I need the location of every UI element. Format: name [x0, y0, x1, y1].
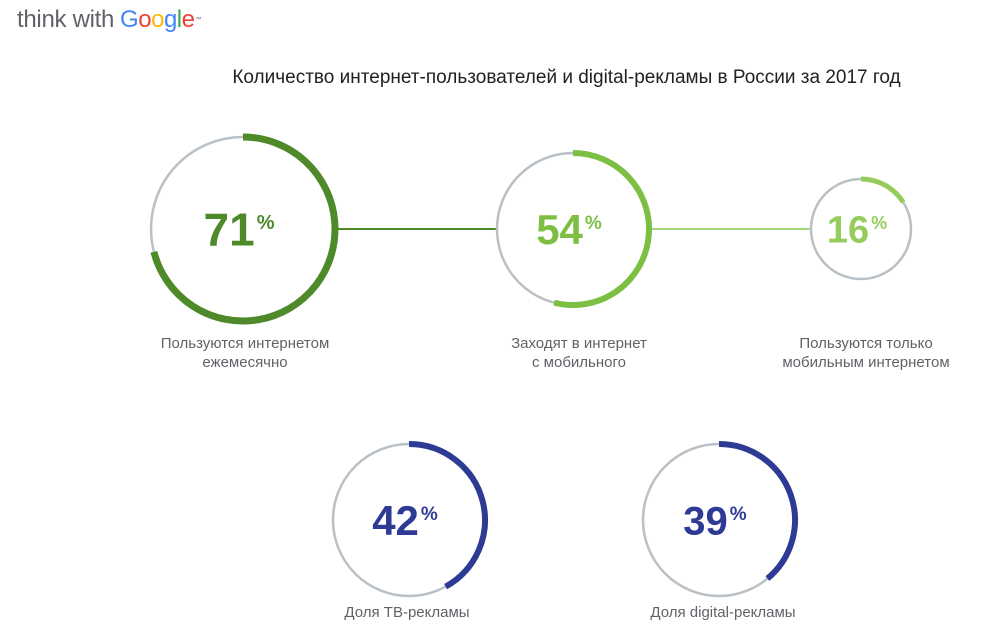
chart-title: Количество интернет-пользователей и digi…	[232, 67, 901, 88]
metric-ring-71: 71%	[149, 133, 339, 325]
progress-arc	[150, 133, 339, 325]
logo-letter: e	[181, 6, 195, 33]
progress-arc	[718, 441, 798, 581]
metric-ring-54: 54%	[495, 150, 652, 308]
logo-letter: l	[176, 6, 182, 33]
progress-arc	[860, 176, 906, 204]
value-label: 54%	[536, 206, 602, 253]
think-with-google-logo: think with Google™	[17, 4, 202, 36]
logo-letter: o	[151, 6, 164, 33]
metric-label: Заходят в интернет с мобильного	[511, 335, 647, 371]
value-label: 42%	[372, 497, 438, 544]
metric-label: Доля ТВ-рекламы	[344, 604, 470, 621]
metric-label: Пользуются интернетом ежемесячно	[160, 335, 330, 371]
metric-ring-42: 42%	[331, 441, 488, 598]
metric-label: Доля digital-рекламы	[650, 604, 796, 621]
logo-letter: o	[138, 6, 152, 33]
metric-label: Пользуются только мобильным интернетом	[782, 335, 950, 371]
value-label: 16%	[827, 210, 887, 252]
logo-google-wordmark: Google	[120, 6, 195, 33]
metric-ring-16: 16%	[809, 176, 913, 281]
logo-letter: g	[163, 6, 177, 33]
progress-arc	[553, 150, 652, 308]
metric-ring-39: 39%	[641, 441, 798, 598]
logo-think-text: think with	[17, 6, 115, 33]
logo-letter: G	[120, 6, 139, 33]
progress-arc	[408, 441, 488, 590]
logo-trademark: ™	[195, 17, 202, 23]
value-label: 71%	[204, 204, 275, 256]
value-label: 39%	[683, 499, 747, 543]
